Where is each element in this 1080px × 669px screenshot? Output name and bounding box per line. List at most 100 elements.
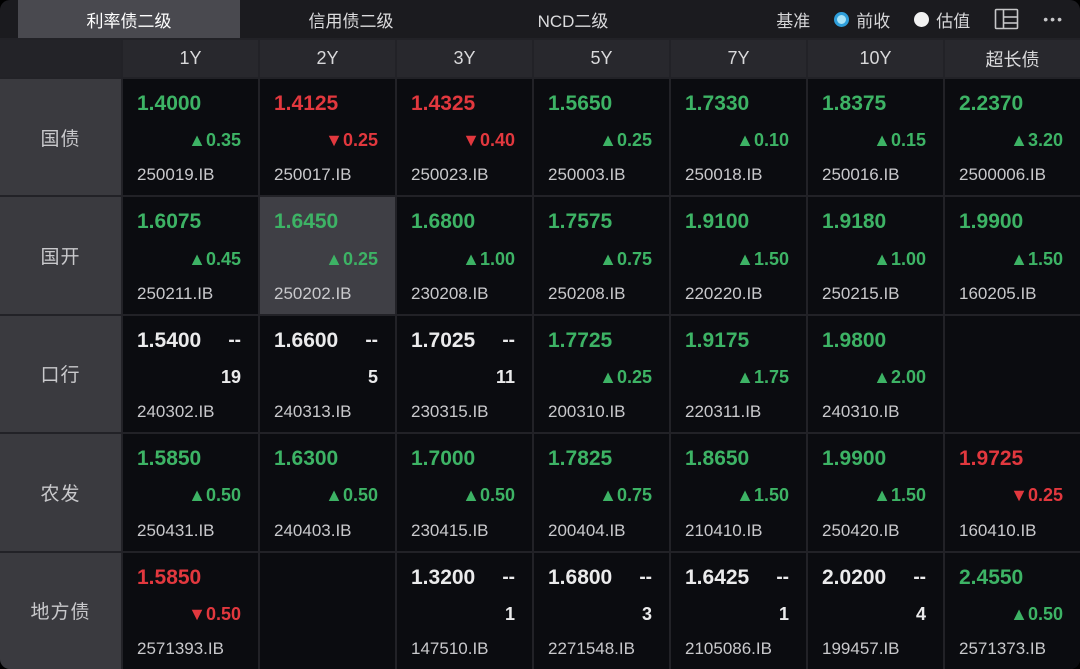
code-line: 230415.IB bbox=[411, 521, 515, 541]
bond-code: 240302.IB bbox=[137, 402, 215, 422]
quote-cell[interactable]: 1.7000 ▲0.50 230415.IB bbox=[397, 434, 532, 551]
quote-cell[interactable] bbox=[260, 552, 395, 669]
code-line: 250420.IB bbox=[822, 521, 926, 541]
radio-valuation-label: 估值 bbox=[936, 11, 971, 31]
change-line: ▼0.25 bbox=[274, 130, 378, 151]
change-line: 19 bbox=[137, 367, 241, 388]
code-line: 250023.IB bbox=[411, 165, 515, 185]
bond-code: 250023.IB bbox=[411, 165, 489, 185]
quote-cell[interactable]: 1.5400 -- 19 240302.IB bbox=[123, 315, 258, 433]
price-value: 1.5400 bbox=[137, 328, 202, 352]
code-line: 240310.IB bbox=[822, 402, 926, 422]
change-line: ▲0.45 bbox=[137, 249, 241, 270]
bond-code: 230415.IB bbox=[411, 520, 489, 540]
quote-cell[interactable]: 1.9800 ▲2.00 240310.IB bbox=[808, 315, 943, 433]
bond-code: 250215.IB bbox=[822, 283, 900, 303]
grid-corner-cell bbox=[0, 40, 121, 77]
change-line: ▼0.50 bbox=[137, 604, 241, 625]
quote-cell[interactable]: 1.4325 ▼0.40 250023.IB bbox=[397, 79, 532, 196]
code-line: 160205.IB bbox=[959, 284, 1063, 304]
code-line: 2571373.IB bbox=[959, 639, 1063, 659]
bond-code: 230208.IB bbox=[411, 283, 489, 303]
quote-cell[interactable]: 2.4550 ▲0.50 2571373.IB bbox=[945, 552, 1080, 669]
quote-cell[interactable]: 1.3200 -- 1 147510.IB bbox=[397, 552, 532, 669]
quote-cell[interactable]: 1.8375 ▲0.15 250016.IB bbox=[808, 79, 943, 196]
quote-cell[interactable]: 1.5850 ▲0.50 250431.IB bbox=[123, 434, 258, 551]
column-header-tenor: 2Y bbox=[260, 40, 395, 77]
tab-bar: 利率债二级 信用债二级 NCD二级 bbox=[18, 0, 684, 38]
code-line: 200404.IB bbox=[548, 521, 652, 541]
change-line: ▲0.25 bbox=[274, 249, 378, 270]
radio-unselected-icon bbox=[914, 11, 930, 27]
bond-code: 250208.IB bbox=[548, 283, 626, 303]
quote-cell[interactable]: 1.7825 ▲0.75 200404.IB bbox=[534, 434, 669, 551]
price-line: 1.4325 bbox=[411, 92, 515, 116]
quote-cell[interactable]: 2.2370 ▲3.20 2500006.IB bbox=[945, 79, 1080, 196]
change-value: ▲1.50 bbox=[736, 485, 789, 506]
price-value: 1.9725 bbox=[959, 447, 1024, 471]
quote-cell[interactable]: 1.6800 -- 3 2271548.IB bbox=[534, 552, 669, 669]
quote-cell[interactable]: 1.9180 ▲1.00 250215.IB bbox=[808, 197, 943, 314]
quote-cell[interactable]: 1.9900 ▲1.50 250420.IB bbox=[808, 434, 943, 551]
column-header-tenor: 5Y bbox=[534, 40, 669, 77]
quote-cell[interactable]: 1.6800 ▲1.00 230208.IB bbox=[397, 197, 532, 314]
trade-count: 3 bbox=[641, 603, 652, 624]
bond-code: 2271548.IB bbox=[548, 639, 635, 658]
code-line: 2105086.IB bbox=[685, 639, 789, 659]
quote-cell[interactable]: 1.4125 ▼0.25 250017.IB bbox=[260, 79, 395, 196]
price-line: 1.5400 -- bbox=[137, 329, 241, 353]
quote-cell[interactable]: 1.7025 -- 11 230315.IB bbox=[397, 315, 532, 433]
quote-cell[interactable]: 1.9100 ▲1.50 220220.IB bbox=[671, 197, 806, 314]
more-options-icon[interactable]: ••• bbox=[1043, 11, 1064, 27]
price-line: 2.4550 bbox=[959, 566, 1063, 590]
change-value: ▲1.75 bbox=[736, 366, 789, 387]
price-line: 1.7725 bbox=[548, 329, 652, 353]
change-line: ▼0.40 bbox=[411, 130, 515, 151]
quote-cell[interactable]: 1.6425 -- 1 2105086.IB bbox=[671, 552, 806, 669]
quote-cell[interactable]: 1.6075 ▲0.45 250211.IB bbox=[123, 197, 258, 314]
bond-code: 200310.IB bbox=[548, 402, 626, 422]
change-value: ▲0.15 bbox=[873, 130, 926, 151]
quote-cell[interactable]: 1.4000 ▲0.35 250019.IB bbox=[123, 79, 258, 196]
tab-credit-bond-secondary[interactable]: 信用债二级 bbox=[308, 11, 394, 31]
quote-cell[interactable]: 1.7330 ▲0.10 250018.IB bbox=[671, 79, 806, 196]
change-line: ▲1.50 bbox=[822, 485, 926, 506]
quote-cell[interactable]: 1.5850 ▼0.50 2571393.IB bbox=[123, 552, 258, 669]
quote-cell[interactable] bbox=[945, 315, 1080, 433]
quote-cell[interactable]: 1.5650 ▲0.25 250003.IB bbox=[534, 79, 669, 196]
price-line: 1.6800 -- bbox=[548, 566, 652, 590]
quote-cell[interactable]: 1.7575 ▲0.75 250208.IB bbox=[534, 197, 669, 314]
bond-code: 250019.IB bbox=[137, 165, 215, 185]
bond-code: 220220.IB bbox=[685, 283, 763, 303]
price-line: 1.9800 bbox=[822, 329, 926, 353]
layout-panel-icon[interactable] bbox=[994, 8, 1019, 30]
quote-cell[interactable]: 1.7725 ▲0.25 200310.IB bbox=[534, 315, 669, 433]
quote-cell[interactable]: 2.0200 -- 4 199457.IB bbox=[808, 552, 943, 669]
quote-cell[interactable]: 1.9900 ▲1.50 160205.IB bbox=[945, 197, 1080, 314]
bond-code: 250202.IB bbox=[274, 283, 352, 303]
change-value: ▲0.25 bbox=[599, 130, 652, 151]
change-value: ▲1.50 bbox=[736, 248, 789, 269]
radio-valuation[interactable]: 估值 bbox=[914, 7, 970, 32]
quote-cell[interactable]: 1.6300 ▲0.50 240403.IB bbox=[260, 434, 395, 551]
code-line: 147510.IB bbox=[411, 639, 515, 659]
bond-code: 147510.IB bbox=[411, 639, 489, 658]
radio-selected-icon bbox=[834, 11, 850, 27]
quote-cell[interactable]: 1.8650 ▲1.50 210410.IB bbox=[671, 434, 806, 551]
price-line: 2.0200 -- bbox=[822, 566, 926, 590]
bond-code: 240403.IB bbox=[274, 520, 352, 540]
price-line: 1.9100 bbox=[685, 210, 789, 234]
code-line: 250431.IB bbox=[137, 521, 241, 541]
quote-cell[interactable]: 1.6600 -- 5 240313.IB bbox=[260, 315, 395, 433]
price-value: 1.9100 bbox=[685, 210, 750, 234]
radio-prev-close[interactable]: 前收 bbox=[834, 7, 890, 32]
quote-cell[interactable]: 1.6450 ▲0.25 250202.IB bbox=[260, 197, 395, 314]
tab-ncd-secondary[interactable]: NCD二级 bbox=[537, 11, 609, 31]
bond-code: 2571393.IB bbox=[137, 639, 224, 658]
bond-quote-grid: 1Y 2Y 3Y 5Y 7Y 10Y 超长债 国债 1.4000 ▲0.35 250019.IB 1.… bbox=[0, 38, 1080, 669]
quote-cell[interactable]: 1.9175 ▲1.75 220311.IB bbox=[671, 315, 806, 433]
bond-code: 250420.IB bbox=[822, 520, 900, 540]
price-line: 1.9900 bbox=[822, 447, 926, 471]
tab-rates-bond-secondary[interactable]: 利率债二级 bbox=[18, 0, 240, 38]
quote-cell[interactable]: 1.9725 ▼0.25 160410.IB bbox=[945, 434, 1080, 551]
